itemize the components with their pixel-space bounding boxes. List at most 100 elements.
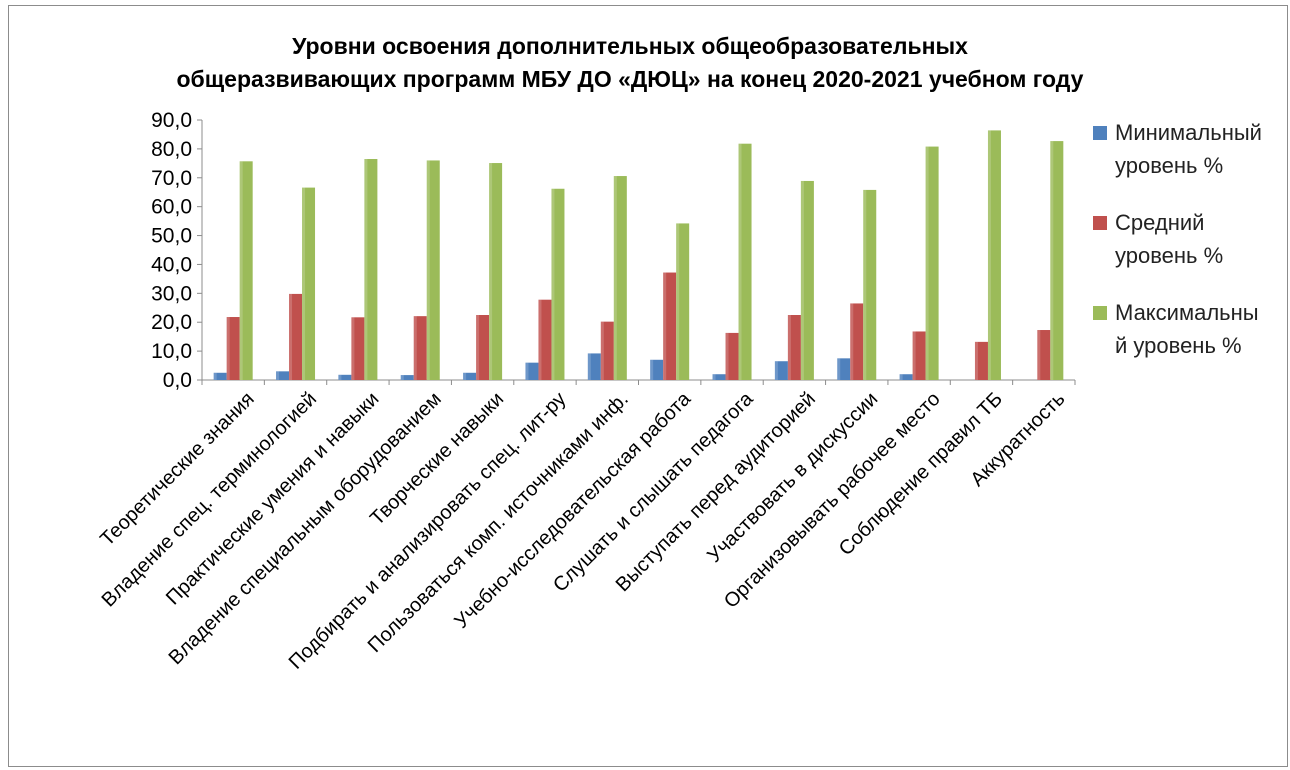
bar-series-3 (987, 130, 1001, 380)
bar-highlight (974, 341, 978, 380)
bar-highlight (239, 161, 243, 380)
y-tick-label: 0,0 (163, 369, 192, 392)
bar-highlight (276, 371, 280, 380)
bar-highlight (426, 160, 430, 380)
bar-highlight (787, 315, 791, 380)
bar-series-3 (676, 223, 690, 380)
bar-highlight (850, 303, 854, 380)
bar-highlight (587, 353, 591, 380)
bar-series-2 (476, 315, 490, 380)
bar-series-2 (289, 293, 303, 380)
bar-series-1 (525, 362, 539, 380)
bar-series-1 (650, 359, 664, 380)
bar-highlight (289, 293, 293, 380)
legend-item-min: Минимальный уровень % (1090, 116, 1290, 182)
bar-series-2 (600, 321, 614, 380)
legend-swatch-mid (1093, 216, 1107, 230)
bar-series-1 (400, 375, 414, 380)
bar-series-2 (538, 299, 552, 380)
bar-highlight (1050, 141, 1054, 380)
bar-highlight (463, 372, 467, 380)
bar-highlight (600, 321, 604, 380)
legend-swatch-max (1093, 306, 1107, 320)
y-tick-label: 30,0 (151, 282, 192, 305)
bar-highlight (912, 331, 916, 380)
bar-highlight (351, 317, 355, 380)
legend-label-mid: Средний уровень % (1115, 210, 1224, 268)
bar-series-3 (364, 159, 378, 380)
bar-highlight (800, 180, 804, 380)
bar-series-3 (239, 161, 253, 380)
chart-title: Уровни освоения дополнительных общеобраз… (0, 30, 1260, 96)
bar-highlight (837, 358, 841, 380)
bar-highlight (525, 362, 529, 380)
bar-highlight (413, 316, 417, 380)
bar-series-3 (863, 189, 877, 380)
bar-series-1 (463, 372, 477, 380)
bar-series-3 (1050, 141, 1064, 380)
bar-series-2 (1037, 330, 1051, 380)
bar-series-2 (413, 316, 427, 380)
bar-highlight (613, 176, 617, 380)
bar-highlight (1037, 330, 1041, 380)
bar-highlight (302, 187, 306, 380)
bar-series-3 (302, 187, 316, 380)
bar-series-2 (351, 317, 365, 380)
bar-series-1 (712, 374, 726, 380)
bar-series-3 (426, 160, 440, 380)
bar-highlight (676, 223, 680, 380)
bar-highlight (725, 332, 729, 380)
y-tick-label: 50,0 (151, 225, 192, 248)
y-tick-label: 80,0 (151, 138, 192, 161)
bar-highlight (738, 143, 742, 380)
bar-highlight (538, 299, 542, 380)
bar-highlight (650, 359, 654, 380)
y-tick-label: 10,0 (151, 340, 192, 363)
bar-series-1 (587, 353, 601, 380)
legend-item-max: Максимальны й уровень % (1090, 296, 1290, 362)
bar-series-1 (338, 374, 352, 380)
bar-highlight (925, 146, 929, 380)
y-tick-label: 70,0 (151, 167, 192, 190)
chart-title-line-2: общеразвивающих программ МБУ ДО «ДЮЦ» на… (176, 66, 1084, 92)
chart-legend: Минимальный уровень % Средний уровень % … (1090, 116, 1290, 386)
bar-series-2 (912, 331, 926, 380)
chart-title-line-1: Уровни освоения дополнительных общеобраз… (292, 33, 968, 59)
bar-series-2 (725, 332, 739, 380)
bar-highlight (987, 130, 991, 380)
bar-series-1 (213, 372, 227, 380)
y-tick-label: 20,0 (151, 311, 192, 334)
bar-series-2 (787, 315, 801, 380)
bar-highlight (863, 189, 867, 380)
bar-series-2 (850, 303, 864, 380)
bar-series-3 (613, 176, 627, 380)
bar-series-1 (837, 358, 851, 380)
bar-highlight (364, 159, 368, 380)
bar-highlight (226, 317, 230, 380)
bar-highlight (551, 188, 555, 380)
y-tick-label: 60,0 (151, 196, 192, 219)
bar-series-2 (974, 341, 988, 380)
legend-swatch-min (1093, 126, 1107, 140)
bar-series-1 (774, 361, 788, 380)
bar-series-3 (738, 143, 752, 380)
bar-highlight (338, 374, 342, 380)
bar-highlight (774, 361, 778, 380)
y-tick-label: 40,0 (151, 253, 192, 276)
bar-highlight (213, 372, 217, 380)
bar-series-1 (899, 374, 913, 380)
y-tick-label: 90,0 (151, 109, 192, 132)
legend-label-min: Минимальный уровень % (1115, 120, 1262, 178)
bar-highlight (899, 374, 903, 380)
bar-highlight (489, 163, 493, 380)
bar-series-2 (663, 272, 677, 380)
bar-highlight (476, 315, 480, 380)
bar-series-3 (800, 180, 814, 380)
bar-series-3 (925, 146, 939, 380)
bar-highlight (663, 272, 667, 380)
legend-item-mid: Средний уровень % (1090, 206, 1290, 272)
legend-label-max: Максимальны й уровень % (1115, 300, 1259, 358)
bar-series-3 (551, 188, 565, 380)
bar-series-2 (226, 317, 240, 380)
